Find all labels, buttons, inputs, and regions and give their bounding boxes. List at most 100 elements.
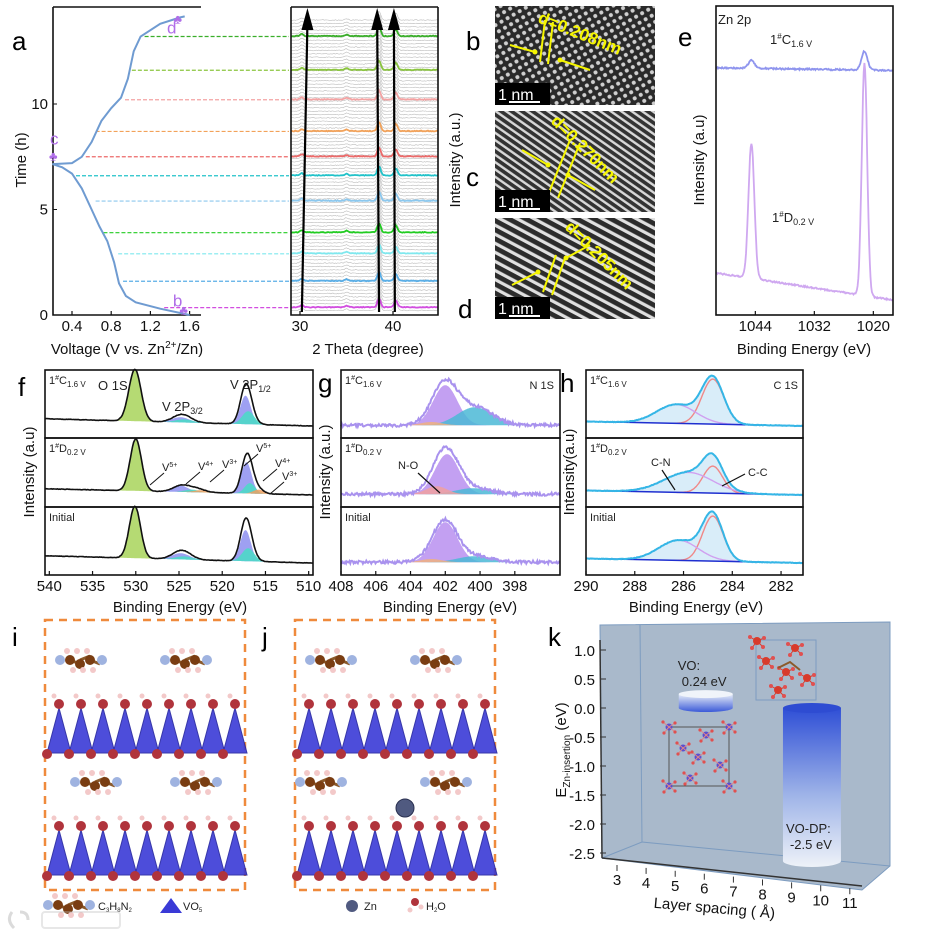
- xrd-pattern-line: [291, 206, 438, 217]
- fringe-marker-line: [539, 19, 546, 63]
- xrd-x-tick-label: 40: [385, 318, 402, 335]
- fit-component: [226, 462, 267, 494]
- spectrum-envelope: [44, 505, 313, 564]
- sample-label: Initial: [49, 512, 75, 524]
- oxygen-atom: [98, 821, 108, 831]
- panel-label-g: g: [318, 368, 332, 398]
- vo5-polyhedron: [112, 706, 138, 754]
- vo5-polyhedron: [318, 706, 344, 754]
- h-ann-cn: C-N: [651, 457, 671, 469]
- oxygen-atom: [348, 699, 358, 709]
- xrd-pattern-line: [291, 59, 438, 72]
- marker-label: d: [167, 18, 176, 37]
- fit-component: [224, 411, 272, 425]
- club-marker-icon: ♣: [49, 149, 58, 164]
- nitrogen-atom: [160, 655, 170, 665]
- vo5-polyhedron: [472, 706, 498, 754]
- oxygen-atom: [76, 699, 86, 709]
- valence-label: V5+: [256, 443, 271, 455]
- marker-label: b: [173, 292, 182, 311]
- carbon-atom: [63, 904, 73, 914]
- vo5-polyhedron: [428, 828, 454, 876]
- annotation-arrow: [209, 469, 225, 483]
- k-y-tick-label: -2.5: [569, 846, 595, 863]
- scale-bar-box: [495, 83, 550, 105]
- xrd-pattern-line: [291, 37, 438, 48]
- xrd-xlabel: 2 Theta (degree): [312, 341, 423, 358]
- panel-h-c1s: Intensity(a.u) Binding Energy (eV) C 1S …: [561, 369, 804, 616]
- oxygen-atom: [358, 871, 368, 881]
- nitrogen-atom: [410, 655, 420, 665]
- sample-label: 1#D0.2 V: [345, 443, 382, 457]
- k-y-axis: [599, 639, 603, 859]
- xrd-pattern-line: [291, 135, 438, 146]
- pf-x-tick-label: 515: [253, 578, 278, 595]
- oxygen-atom: [358, 749, 368, 759]
- xrd-pattern-line: [291, 14, 438, 25]
- oxygen-atom: [108, 749, 118, 759]
- fringe-marker-line: [557, 142, 581, 199]
- oxygen-atom: [54, 821, 64, 831]
- bar-vo: [678, 694, 733, 712]
- arrow-tip: [565, 172, 571, 178]
- oxygen-atom: [292, 749, 302, 759]
- xrd-pattern-line: [291, 256, 438, 268]
- scale-bar-label: 1 nm: [498, 301, 534, 318]
- a-x-tick-label: 0.4: [62, 318, 83, 335]
- xrd-pattern-line: [291, 162, 438, 173]
- bar-vo-dp-top: [782, 703, 841, 713]
- xrd-pattern-line: [291, 229, 438, 241]
- nitrogen-atom: [295, 777, 305, 787]
- xrd-pattern-line: [291, 74, 438, 85]
- xrd-pattern-line: [291, 202, 438, 214]
- panel-label-j: j: [261, 622, 268, 652]
- xrd-pattern-line: [291, 138, 438, 150]
- spectrum-envelope: [715, 49, 894, 73]
- e-title: Zn 2p: [718, 12, 751, 27]
- k-x-tick-label: 8: [758, 887, 766, 904]
- fringe-marker-line: [547, 21, 554, 65]
- carbon-atom: [85, 655, 95, 665]
- xrd-ylabel: Intensity (a.u.): [447, 112, 464, 207]
- spectrum-envelope: [340, 445, 561, 499]
- vo-structure-inset: [661, 720, 737, 794]
- xrd-pattern-line: [291, 186, 438, 197]
- vo5-polyhedron: [112, 828, 138, 876]
- vo5-polyhedron: [222, 706, 248, 754]
- oxygen-atom: [336, 871, 346, 881]
- vo5-polyhedron: [222, 828, 248, 876]
- pg-x-tick-label: 402: [433, 578, 458, 595]
- xrd-pattern-line: [291, 141, 438, 153]
- oxygen-atom: [230, 699, 240, 709]
- a-x-tick-label: 1.6: [179, 318, 200, 335]
- a-y-tick-label: 5: [40, 202, 48, 219]
- carbon-atom: [430, 777, 440, 787]
- carbon-atom: [53, 900, 63, 910]
- k-x-tick-label: 3: [613, 872, 621, 889]
- oxygen-atom: [164, 699, 174, 709]
- yellow-arrow-icon: [567, 174, 596, 191]
- nitrogen-atom: [462, 777, 472, 787]
- a-x-tick-label: 1.2: [140, 318, 161, 335]
- legend-h2o-label: H2O: [426, 901, 446, 914]
- fit-component: [740, 143, 763, 280]
- carbon-atom: [200, 777, 210, 787]
- pg-x-tick-label: 406: [363, 578, 388, 595]
- pg-x-tick-label: 398: [502, 578, 527, 595]
- fit-component: [150, 556, 219, 561]
- carbon-atom: [90, 781, 100, 791]
- annotation-arrow: [269, 481, 285, 495]
- fit-component: [405, 407, 544, 426]
- xrd-pattern-line: [291, 94, 438, 106]
- subpanel-frame: [44, 506, 314, 576]
- valence-label: V5+: [162, 462, 177, 474]
- xrd-pattern-line: [291, 105, 438, 116]
- xrd-pattern-line: [291, 213, 438, 224]
- vo5-polyhedron: [90, 828, 116, 876]
- legend-molecule-label: C3H8N2: [98, 901, 133, 914]
- annotation-arrow: [185, 471, 201, 485]
- xrd-pattern-line: [291, 88, 438, 101]
- pf-x-tick-label: 540: [37, 578, 62, 595]
- zn-ion: [395, 798, 415, 818]
- spectrum-envelope: [340, 376, 561, 430]
